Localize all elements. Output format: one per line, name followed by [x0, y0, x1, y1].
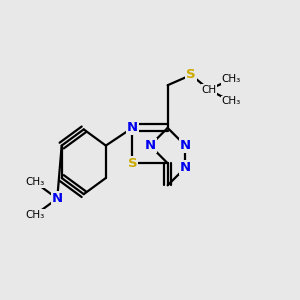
Text: CH₃: CH₃ — [221, 96, 241, 106]
Text: S: S — [128, 157, 137, 170]
Text: CH₃: CH₃ — [26, 177, 45, 188]
Text: CH₃: CH₃ — [26, 210, 45, 220]
Text: N: N — [52, 192, 63, 205]
Text: N: N — [144, 139, 156, 152]
Text: N: N — [127, 122, 138, 134]
Text: CH: CH — [201, 85, 217, 94]
Text: S: S — [186, 68, 196, 81]
Text: CH₃: CH₃ — [221, 74, 241, 84]
Text: N: N — [180, 161, 191, 174]
Text: N: N — [180, 139, 191, 152]
